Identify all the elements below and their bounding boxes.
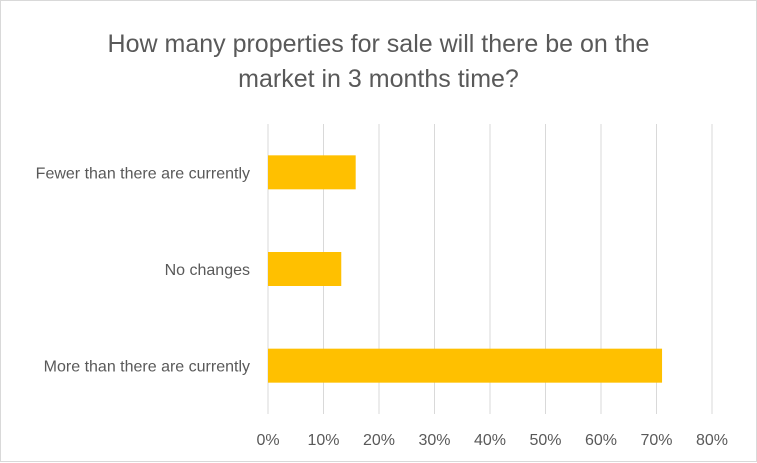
bar bbox=[268, 252, 342, 286]
x-tick-label: 60% bbox=[585, 432, 617, 449]
x-tick-label: 10% bbox=[307, 432, 339, 449]
chart-title: How many properties for sale will there … bbox=[1, 27, 756, 97]
x-tick-label: 50% bbox=[529, 432, 561, 449]
category-label: More than there are currently bbox=[44, 359, 250, 376]
bar bbox=[268, 348, 663, 383]
x-tick-label: 70% bbox=[640, 432, 672, 449]
x-tick-label: 20% bbox=[363, 432, 395, 449]
chart-title-line-1: How many properties for sale will there … bbox=[107, 30, 650, 58]
chart-title-line-2: market in 3 months time? bbox=[238, 65, 519, 93]
x-tick-label: 30% bbox=[418, 432, 450, 449]
x-tick-label: 40% bbox=[474, 432, 506, 449]
category-label: Fewer than there are currently bbox=[36, 165, 250, 182]
x-tick-label: 0% bbox=[256, 432, 279, 449]
category-label: No changes bbox=[165, 262, 250, 279]
bar bbox=[268, 155, 356, 190]
x-tick-label: 80% bbox=[696, 432, 728, 449]
